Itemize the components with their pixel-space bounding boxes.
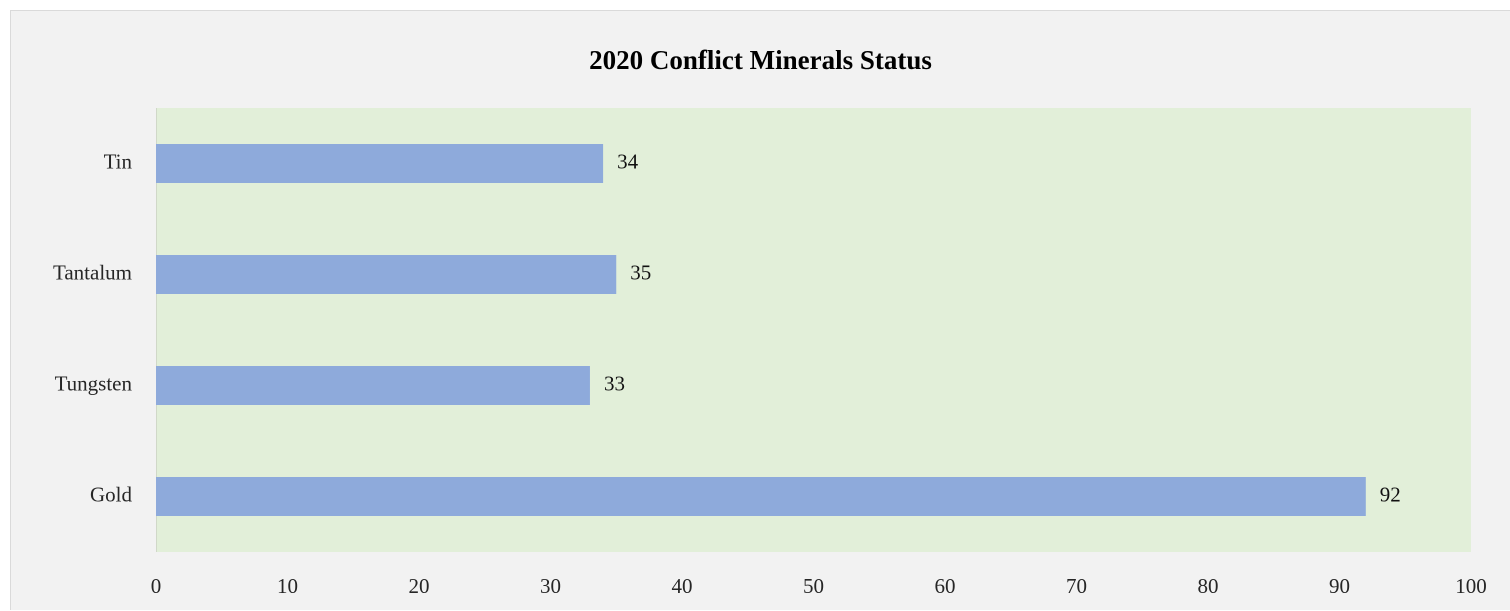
data-label-tantalum: 35 — [630, 260, 651, 284]
category-label-tin: Tin — [104, 149, 133, 173]
x-tick-label: 80 — [1198, 574, 1219, 598]
x-tick-label: 30 — [540, 574, 561, 598]
category-axis: Tin Tantalum Tungsten Gold — [53, 149, 133, 506]
x-tick-label: 100 — [1455, 574, 1487, 598]
data-labels: 34 35 33 92 — [604, 149, 1401, 506]
x-tick-label: 70 — [1066, 574, 1087, 598]
data-label-gold: 92 — [1380, 482, 1401, 506]
data-label-tin: 34 — [617, 149, 639, 173]
category-label-tantalum: Tantalum — [53, 260, 132, 284]
bar-series — [156, 144, 1366, 516]
bar-tungsten — [156, 366, 590, 405]
x-tick-label: 50 — [803, 574, 824, 598]
x-tick-label: 40 — [672, 574, 693, 598]
bar-tantalum — [156, 255, 617, 294]
category-label-tungsten: Tungsten — [55, 371, 133, 395]
x-tick-label: 20 — [409, 574, 430, 598]
bar-tin — [156, 144, 604, 183]
x-tick-label: 60 — [935, 574, 956, 598]
bar-gold — [156, 477, 1366, 516]
x-tick-label: 0 — [151, 574, 162, 598]
value-axis: 0 10 20 30 40 50 60 70 80 90 100 — [151, 574, 1487, 598]
data-label-tungsten: 33 — [604, 371, 625, 395]
bar-chart: Tin Tantalum Tungsten Gold 34 35 33 92 0 10 20 30… — [53, 108, 1487, 598]
x-tick-label: 10 — [277, 574, 298, 598]
category-label-gold: Gold — [90, 482, 133, 506]
chart-area: 2020 Conflict Minerals Status Tin Tantalu… — [10, 10, 1510, 610]
x-tick-label: 90 — [1329, 574, 1350, 598]
chart-title: 2020 Conflict Minerals Status — [589, 45, 932, 75]
